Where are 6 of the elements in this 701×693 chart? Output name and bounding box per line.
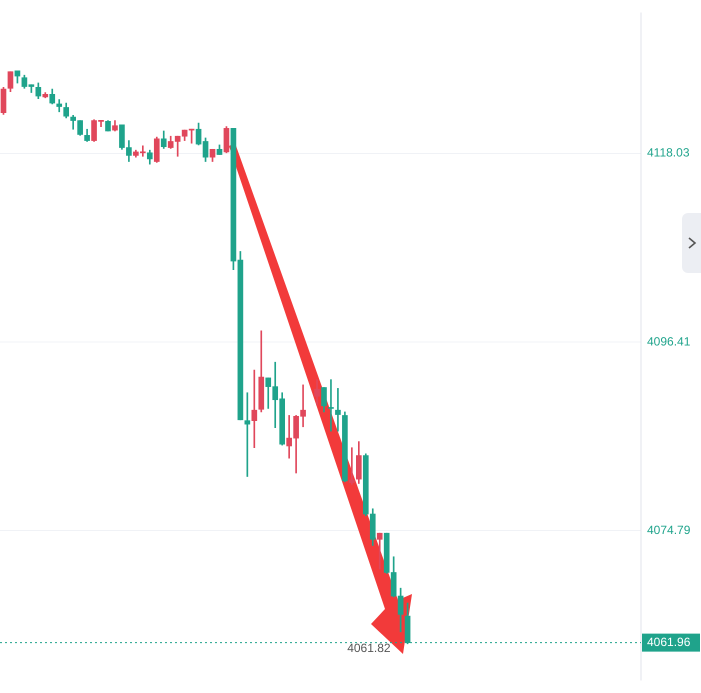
y-tick-label: 4118.03 xyxy=(647,146,690,160)
annotation: 4061.82 xyxy=(347,641,391,656)
y-tick-label: 4074.79 xyxy=(647,523,691,537)
ref-line-label: 4061.96 xyxy=(647,634,691,649)
candlestick xyxy=(328,379,334,432)
y-tick-label: 4096.41 xyxy=(647,334,691,348)
